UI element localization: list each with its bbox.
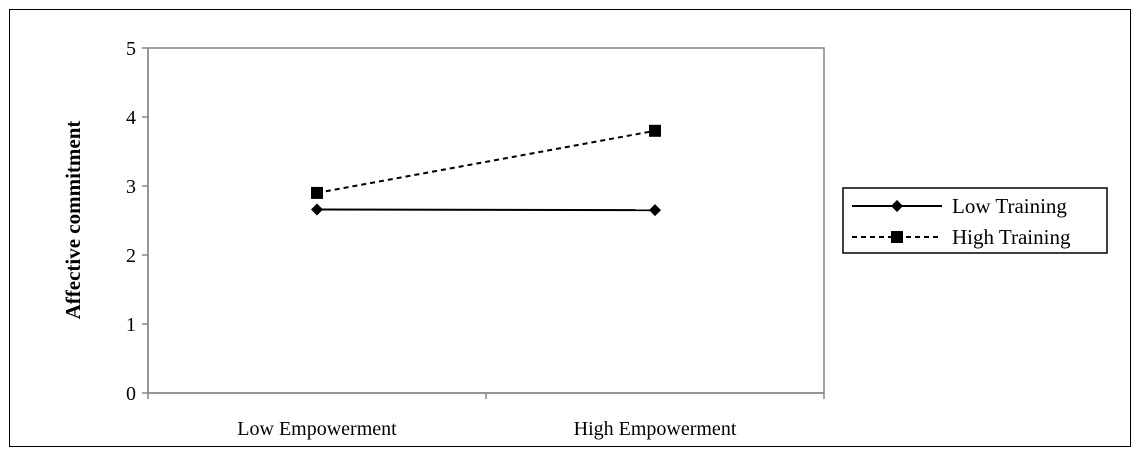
y-axis-ticks: 0 1 2 3 4 5 <box>126 38 148 405</box>
series-layer <box>311 124 661 217</box>
legend-label-high-training: High Training <box>952 225 1071 249</box>
y-tick-label: 3 <box>126 176 136 198</box>
series-high-training <box>311 124 661 199</box>
x-tick-label: Low Empowerment <box>237 418 397 440</box>
y-tick-label: 4 <box>126 107 136 129</box>
data-point-low-training <box>649 204 661 217</box>
y-tick-label: 1 <box>126 314 136 336</box>
legend-item-high-training: High Training <box>852 225 1071 249</box>
y-tick-label: 2 <box>126 245 136 267</box>
data-point-high-training <box>311 186 323 199</box>
x-tick-label: High Empowerment <box>574 418 737 440</box>
x-axis-ticks: Low Empowerment High Empowerment <box>147 393 825 440</box>
legend: Low Training High Training <box>842 187 1108 254</box>
legend-label-low-training: Low Training <box>952 194 1067 218</box>
series-low-training <box>311 203 661 217</box>
legend-box <box>842 187 1108 254</box>
y-axis-title: Affective commitment <box>61 121 85 320</box>
legend-items: Low Training High Training <box>852 194 1071 249</box>
y-tick-label: 0 <box>126 383 136 405</box>
y-tick-label: 5 <box>126 38 136 60</box>
series-line-low-training <box>316 208 656 212</box>
data-point-low-training <box>311 203 323 216</box>
data-point-high-training <box>649 124 661 137</box>
plot-area <box>147 47 825 394</box>
series-line-high-training <box>316 129 656 194</box>
legend-marker-low-training <box>891 200 903 212</box>
legend-item-low-training: Low Training <box>852 194 1067 218</box>
legend-marker-high-training <box>891 231 903 243</box>
